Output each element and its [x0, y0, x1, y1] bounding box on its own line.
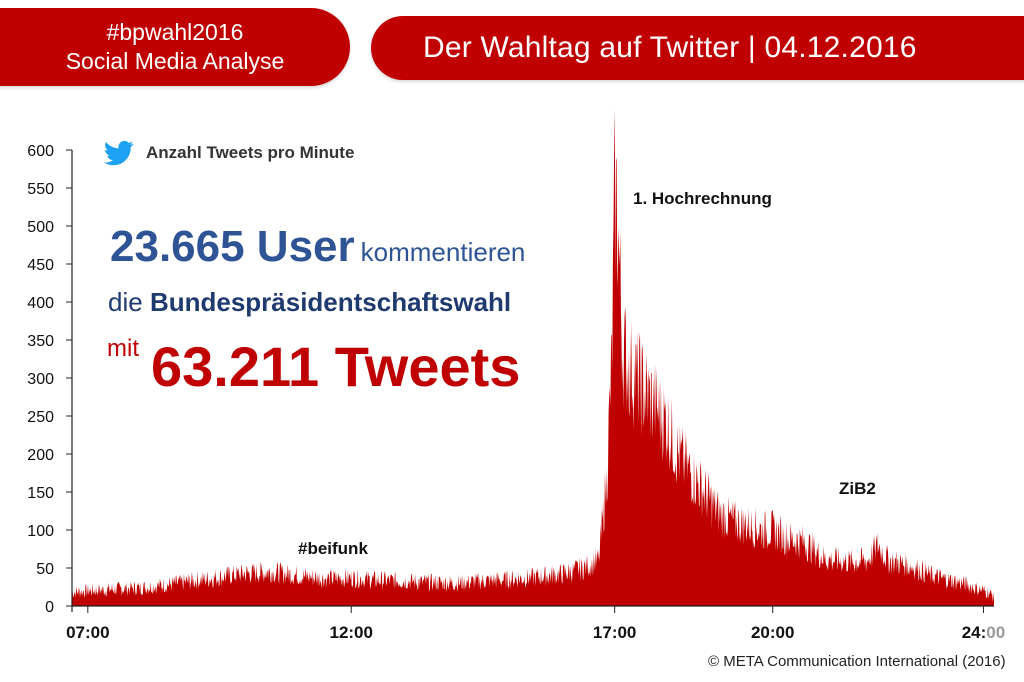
user-count-verb: kommentieren — [360, 237, 526, 267]
y-tick-label: 600 — [27, 143, 54, 160]
x-tick-label: 07:00 — [66, 623, 109, 642]
copyright-notice: © META Communication International (2016… — [708, 653, 1006, 670]
x-tick-label: 12:00 — [329, 623, 372, 642]
hashtag-subtitle: Social Media Analyse — [65, 48, 285, 74]
topic-name: Bundespräsidentschaftswahl — [149, 287, 512, 317]
chart-annotation: 1. Hochrechnung — [633, 189, 772, 208]
y-tick-label: 450 — [27, 257, 54, 274]
tweet-count-line: mit 63.211 Tweets — [107, 334, 520, 399]
y-tick-label: 100 — [27, 523, 54, 540]
tweet-count: 63.211 Tweets — [151, 335, 521, 398]
topic-prefix: die — [108, 287, 143, 317]
twitter-bird-icon — [103, 140, 134, 166]
chart-annotation: ZiB2 — [839, 479, 876, 498]
y-tick-label: 150 — [27, 485, 54, 502]
y-tick-label: 500 — [27, 219, 54, 236]
chart-legend: Anzahl Tweets pro Minute — [100, 138, 354, 168]
y-tick-label: 350 — [27, 333, 54, 350]
x-tick-label: 17:00 — [593, 623, 636, 642]
y-tick-label: 550 — [27, 181, 54, 198]
tweet-count-prefix: mit — [107, 335, 139, 362]
user-count: 23.665 User — [110, 222, 355, 271]
page-title: Der Wahltag auf Twitter | 04.12.2016 — [423, 31, 917, 64]
y-tick-label: 50 — [36, 561, 54, 578]
x-tick-label: 20:00 — [751, 623, 794, 642]
chart-annotation: #beifunk — [298, 539, 368, 558]
title-banner: Der Wahltag auf Twitter | 04.12.2016 — [371, 16, 1024, 80]
legend-label: Anzahl Tweets pro Minute — [146, 143, 355, 162]
y-tick-label: 400 — [27, 295, 54, 312]
topic-line: die Bundespräsidentschaftswahl — [108, 287, 511, 318]
x-tick-label: 24:00 — [962, 623, 1006, 642]
y-tick-label: 300 — [27, 371, 54, 388]
y-tick-label: 250 — [27, 409, 54, 426]
hashtag-title: #bpwahl2016 — [106, 19, 244, 45]
y-tick-label: 0 — [45, 599, 54, 616]
y-tick-label: 200 — [27, 447, 54, 464]
user-count-line: 23.665 User kommentieren — [110, 222, 525, 272]
hashtag-banner: #bpwahl2016 Social Media Analyse — [0, 8, 350, 86]
